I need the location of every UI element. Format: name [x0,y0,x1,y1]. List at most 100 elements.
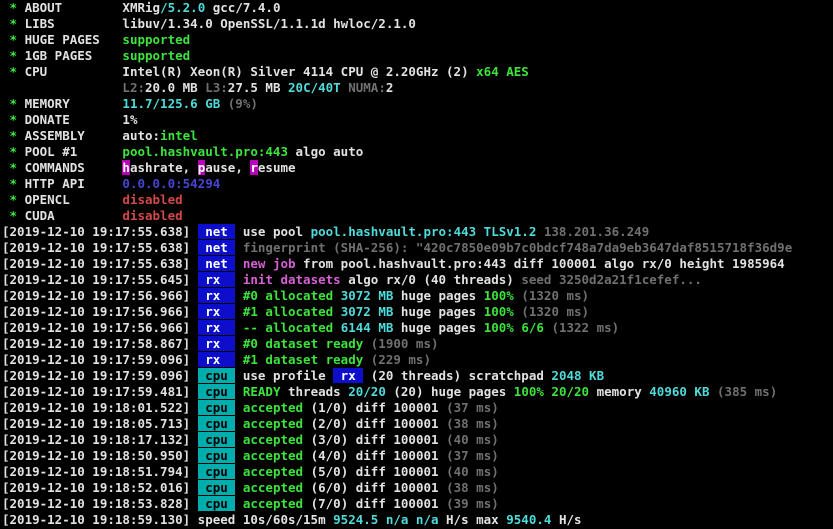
text-segment: (1/0) diff 100001 [303,400,447,415]
text-segment: 3072 MB [340,304,401,319]
field-label: OPENCL [24,192,123,207]
text-segment: disabled [122,192,183,207]
terminal-line: [2019-12-10 19:17:55.638] net fingerprin… [2,240,833,256]
text-segment: accepted [242,416,304,431]
text-segment: accepted [242,448,304,463]
text-segment: accepted [242,480,304,495]
text-segment: algo auto [288,144,364,159]
bullet: * [2,208,25,223]
text-segment: supported [122,32,191,47]
text-segment: 100% [483,288,522,303]
terminal-line: [2019-12-10 19:18:01.522] cpu accepted (… [2,400,833,416]
bullet: * [2,112,25,127]
cpu-tag: cpu [197,384,236,399]
field-label: LIBS [24,16,123,31]
text-segment: 27.5 MB [227,80,289,95]
text-segment: intel [160,128,198,143]
terminal-line: [2019-12-10 19:18:51.794] cpu accepted (… [2,464,833,480]
text-segment [235,432,243,447]
terminal-line: [2019-12-10 19:17:55.645] rx init datase… [2,272,833,288]
text-segment: (1320 ms) [521,288,590,303]
bullet: * [2,192,25,207]
terminal-line: [2019-12-10 19:17:56.966] rx -- allocate… [2,320,833,336]
terminal-line: * CUDA disabled [2,208,833,224]
rx-tag: rx [197,272,236,287]
text-segment: ause, [205,160,251,175]
text-segment: memory [589,384,650,399]
text-segment: new job [242,256,296,271]
text-segment: (40 ms) [446,432,499,447]
rx-tag: rx [197,352,236,367]
bullet: * [2,128,25,143]
terminal-line: * 1GB PAGES supported [2,48,833,64]
text-segment [235,400,243,415]
field-label: 1GB PAGES [24,48,123,63]
text-segment [235,496,243,511]
field-label: CPU [24,64,123,79]
timestamp: [2019-12-10 19:17:55.638] [2,240,198,255]
hotkey: h [122,160,130,175]
timestamp: [2019-12-10 19:17:55.638] [2,256,198,271]
text-segment [235,464,243,479]
text-segment: 100% 20/20 [513,384,590,399]
text-segment: libuv/1.34.0 OpenSSL/1.1.1d hwloc/2.1.0 [122,16,416,31]
text-segment [235,224,243,239]
timestamp: [2019-12-10 19:17:56.966] [2,304,198,319]
text-segment: supported [122,48,191,63]
hotkey: p [197,160,206,175]
terminal-line: [2019-12-10 19:17:59.096] cpu use profil… [2,368,833,384]
field-label: HTTP API [24,176,123,191]
text-segment: (20 threads) scratchpad [363,368,552,383]
text-segment [235,416,243,431]
text-segment: #0 allocated [242,288,341,303]
timestamp: [2019-12-10 19:18:52.016] [2,480,198,495]
text-segment: 100% [483,304,522,319]
text-segment: (1320 ms) [521,304,590,319]
text-segment: (37 ms) [446,448,499,463]
text-segment: from pool.hashvault.pro:443 diff 100001 … [295,256,785,271]
cpu-tag: cpu [197,464,236,479]
text-segment: (2/0) diff 100001 [303,416,447,431]
text-segment: (37 ms) [446,400,499,415]
text-segment [235,240,243,255]
text-segment: /5.2.0 [160,0,206,15]
text-segment: (40 ms) [446,464,499,479]
text-segment: (39 ms) [446,496,499,511]
terminal-line: * MEMORY 11.7/125.6 GB (9%) [2,96,833,112]
text-segment: 3072 MB [340,288,401,303]
text-segment: (38 ms) [446,416,499,431]
text-segment: disabled [122,208,183,223]
text-segment: READY [242,384,281,399]
cpu-tag: cpu [197,432,236,447]
rx-tag: rx [197,288,236,303]
text-segment: -- allocated [242,320,341,335]
terminal-line: * HUGE PAGES supported [2,32,833,48]
text-segment [235,288,243,303]
timestamp: [2019-12-10 19:17:55.645] [2,272,198,287]
timestamp: [2019-12-10 19:17:56.966] [2,320,198,335]
text-segment: seed 3250d2a21f1cefef... [521,272,702,287]
terminal-line: * OPENCL disabled [2,192,833,208]
timestamp: [2019-12-10 19:17:55.638] [2,224,198,239]
text-segment: 40960 KB [649,384,718,399]
field-label: DONATE [24,112,123,127]
timestamp: [2019-12-10 19:18:53.828] [2,496,198,511]
text-segment: ashrate, [129,160,198,175]
timestamp: [2019-12-10 19:17:59.096] [2,368,198,383]
field-label: COMMANDS [24,160,123,175]
cpu-tag: cpu [197,400,236,415]
text-segment: pool.hashvault.pro:443 TLSv1.2 [310,224,544,239]
timestamp: [2019-12-10 19:18:17.132] [2,432,198,447]
text-segment: 11.7/125.6 GB [122,96,228,111]
text-segment: (4/0) diff 100001 [303,448,447,463]
text-segment [235,352,243,367]
text-segment: auto: [122,128,161,143]
text-segment: #0 dataset ready [242,336,371,351]
terminal-line: * POOL #1 pool.hashvault.pro:443 algo au… [2,144,833,160]
terminal-line: [2019-12-10 19:18:17.132] cpu accepted (… [2,432,833,448]
terminal-line: * COMMANDS hashrate, pause, resume [2,160,833,176]
terminal-line: [2019-12-10 19:18:53.828] cpu accepted (… [2,496,833,512]
text-segment: 2048 KB [551,368,605,383]
text-segment: accepted [242,432,304,447]
terminal-line: L2:20.0 MB L3:27.5 MB 20C/40T NUMA:2 [2,80,833,96]
